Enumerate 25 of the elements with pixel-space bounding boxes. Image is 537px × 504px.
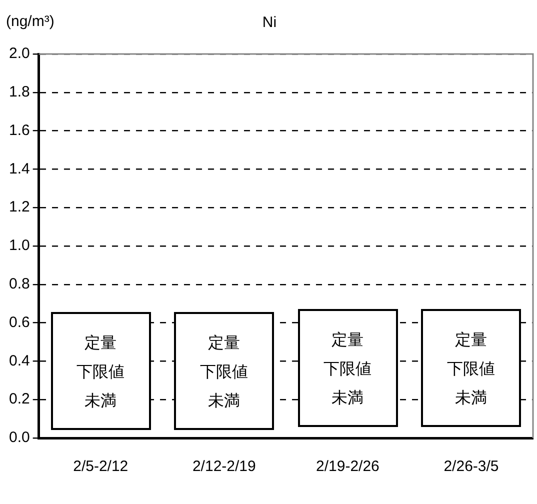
annotation: 定量下限値未満 [76,332,126,412]
annotation: 定量下限値未満 [322,328,373,408]
text-box: 定量下限値未満 [50,312,151,430]
y-tick-label: 0.8 [8,276,30,293]
text-box: 定量下限値未満 [421,309,522,427]
y-tick-label: 0.0 [8,429,30,446]
x-tick-label: 2/5-2/12 [73,458,128,476]
y-tick-label: 1.4 [8,160,30,178]
text-box: 定量下限値未満 [298,309,398,427]
x-tick-label: 2/12-2/19 [192,458,256,476]
annotation: 定量下限値未満 [199,332,250,412]
y-tick-label: 1.8 [8,84,30,101]
y-tick-label: 1.6 [8,122,30,139]
x-tick-label: 2/26-3/5 [444,458,499,476]
annotation: 定量下限値未満 [446,328,496,408]
y-axis-title: (ng/m³) [6,13,54,30]
y-tick-label: 0.6 [8,314,30,331]
y-tick-label: 1.2 [8,198,30,216]
y-tick-label: 1.0 [8,237,30,254]
y-tick-label: 0.4 [8,352,30,370]
x-tick-label: 2/19-2/26 [316,458,380,476]
y-tick-label: 0.2 [8,390,30,408]
chart-title: Ni [262,14,277,32]
text-box: 定量下限値未満 [174,312,274,430]
y-tick-label: 2.0 [8,45,30,62]
